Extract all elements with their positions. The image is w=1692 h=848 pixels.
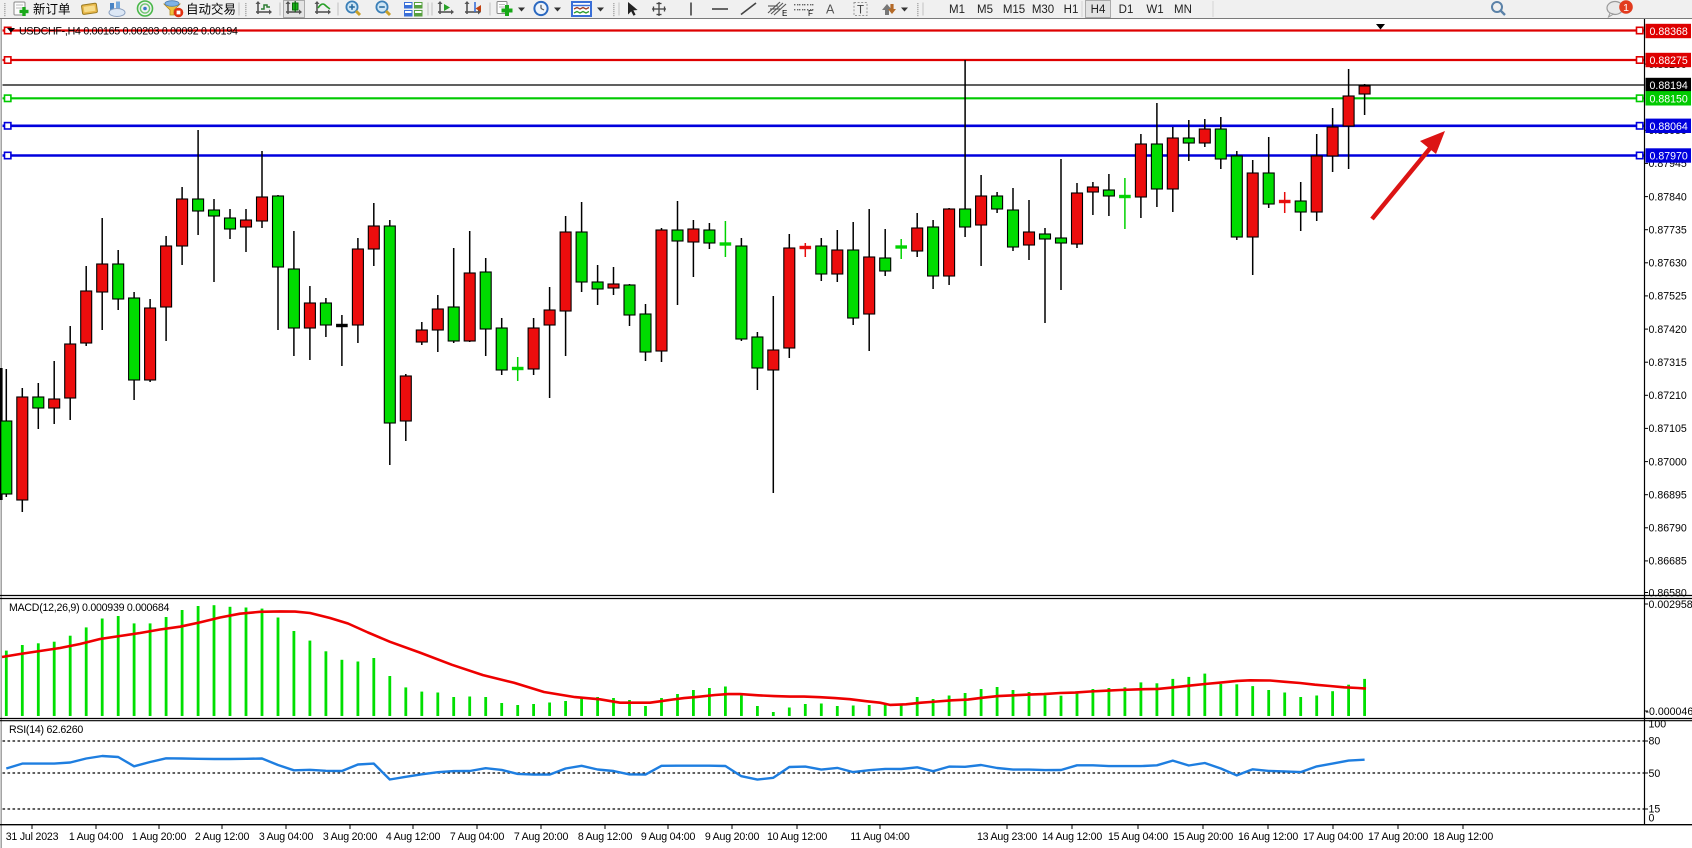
svg-text:8 Aug 12:00: 8 Aug 12:00 (578, 831, 633, 843)
svg-text:0.87210: 0.87210 (1649, 390, 1687, 402)
svg-text:14 Aug 12:00: 14 Aug 12:00 (1042, 831, 1102, 843)
svg-text:0.88275: 0.88275 (1650, 55, 1688, 67)
svg-text:H4: H4 (1091, 4, 1106, 16)
svg-text:0.87105: 0.87105 (1649, 423, 1687, 435)
svg-text:0.87525: 0.87525 (1649, 291, 1687, 303)
svg-text:0.87840: 0.87840 (1649, 191, 1687, 203)
svg-text:MN: MN (1174, 4, 1192, 16)
svg-text:RSI(14) 62.6260: RSI(14) 62.6260 (9, 724, 83, 736)
svg-text:1 Aug 04:00: 1 Aug 04:00 (69, 831, 124, 843)
svg-text:D1: D1 (1119, 4, 1134, 16)
svg-text:4 Aug 12:00: 4 Aug 12:00 (386, 831, 441, 843)
svg-text:0.86790: 0.86790 (1649, 523, 1687, 535)
svg-text:15 Aug 04:00: 15 Aug 04:00 (1108, 831, 1168, 843)
svg-text:100: 100 (1649, 719, 1667, 731)
svg-text:新订单: 新订单 (33, 2, 71, 17)
svg-text:0.87630: 0.87630 (1649, 258, 1687, 270)
svg-text:80: 80 (1649, 736, 1661, 748)
svg-text:7 Aug 20:00: 7 Aug 20:00 (514, 831, 569, 843)
svg-text:1 Aug 20:00: 1 Aug 20:00 (132, 831, 187, 843)
svg-text:自动交易: 自动交易 (186, 2, 236, 17)
svg-text:31 Jul 2023: 31 Jul 2023 (6, 831, 59, 843)
svg-text:15 Aug 20:00: 15 Aug 20:00 (1173, 831, 1233, 843)
svg-text:-0.000046: -0.000046 (1646, 706, 1692, 718)
svg-text:0.87315: 0.87315 (1649, 357, 1687, 369)
svg-text:M1: M1 (949, 4, 965, 16)
svg-text:0.86580: 0.86580 (1649, 587, 1687, 599)
svg-text:A: A (826, 3, 835, 17)
svg-text:MACD(12,26,9) 0.000939 0.00068: MACD(12,26,9) 0.000939 0.000684 (9, 602, 169, 614)
svg-text:15: 15 (1649, 804, 1661, 816)
svg-text:18 Aug 12:00: 18 Aug 12:00 (1433, 831, 1493, 843)
svg-text:9 Aug 20:00: 9 Aug 20:00 (705, 831, 760, 843)
svg-text:7 Aug 04:00: 7 Aug 04:00 (450, 831, 505, 843)
svg-text:0.88150: 0.88150 (1650, 93, 1688, 105)
svg-text:0: 0 (1649, 813, 1655, 825)
svg-text:9 Aug 04:00: 9 Aug 04:00 (641, 831, 696, 843)
svg-text:16 Aug 12:00: 16 Aug 12:00 (1238, 831, 1298, 843)
svg-text:M15: M15 (1003, 4, 1025, 16)
svg-text:17 Aug 04:00: 17 Aug 04:00 (1303, 831, 1363, 843)
svg-text:0.86685: 0.86685 (1649, 556, 1687, 568)
svg-text:0.87420: 0.87420 (1649, 324, 1687, 336)
svg-text:3 Aug 20:00: 3 Aug 20:00 (323, 831, 378, 843)
svg-text:10 Aug 12:00: 10 Aug 12:00 (767, 831, 827, 843)
svg-text:M30: M30 (1032, 4, 1054, 16)
svg-text:0.002958: 0.002958 (1649, 599, 1692, 611)
svg-text:0.88194: 0.88194 (1650, 80, 1688, 92)
svg-text:0.88064: 0.88064 (1650, 121, 1688, 133)
svg-text:0.86895: 0.86895 (1649, 490, 1687, 502)
svg-text:1: 1 (1623, 2, 1629, 14)
svg-text:USDCHF-,H4 0.00165 0.00203 0.: USDCHF-,H4 0.00165 0.00203 0.00092 0.001… (19, 25, 238, 37)
svg-text:11 Aug 04:00: 11 Aug 04:00 (850, 831, 910, 843)
svg-text:0.88368: 0.88368 (1650, 26, 1688, 38)
svg-text:0.87735: 0.87735 (1649, 225, 1687, 237)
svg-text:W1: W1 (1146, 4, 1163, 16)
svg-text:13 Aug 23:00: 13 Aug 23:00 (977, 831, 1037, 843)
svg-text:0.87000: 0.87000 (1649, 456, 1687, 468)
svg-text:50: 50 (1649, 768, 1661, 780)
svg-text:F: F (808, 9, 813, 18)
svg-text:17 Aug 20:00: 17 Aug 20:00 (1368, 831, 1428, 843)
svg-text:M5: M5 (977, 4, 993, 16)
svg-text:0.87970: 0.87970 (1650, 151, 1688, 163)
svg-text:T: T (857, 5, 864, 17)
svg-text:E: E (782, 9, 787, 18)
svg-text:3 Aug 04:00: 3 Aug 04:00 (259, 831, 314, 843)
svg-text:2 Aug 12:00: 2 Aug 12:00 (195, 831, 250, 843)
svg-text:H1: H1 (1064, 4, 1079, 16)
